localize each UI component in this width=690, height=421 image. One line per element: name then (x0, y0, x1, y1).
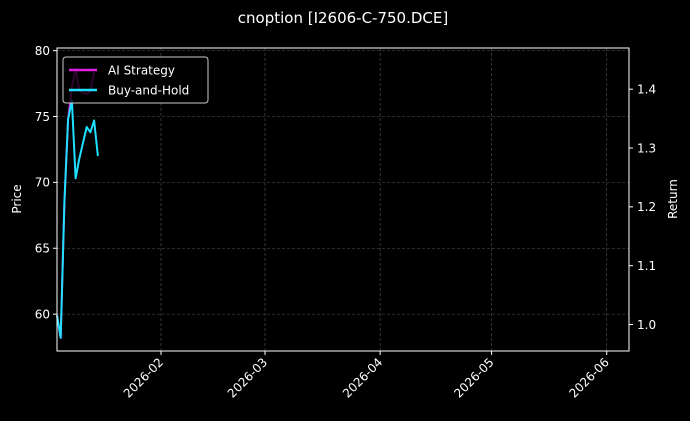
y-tick-label-left: 80 (35, 44, 50, 58)
left-axis: 60 65 70 75 80 (35, 44, 57, 321)
y-axis-label-right: Return (666, 179, 680, 219)
y-tick-label-right: 1.4 (637, 82, 656, 96)
y-tick-label-left: 60 (35, 307, 50, 321)
legend-box (62, 56, 209, 104)
plot-frame (56, 47, 630, 352)
legend: AI Strategy Buy-and-Hold (62, 56, 209, 104)
series-line-buy-and-hold (56, 99, 99, 339)
right-axis: 1.0 1.1 1.2 1.3 1.4 (629, 82, 656, 332)
legend-label-buy-and-hold: Buy-and-Hold (108, 84, 189, 98)
y-tick-label-left: 70 (35, 176, 50, 190)
legend-label-ai-strategy: AI Strategy (108, 64, 175, 78)
y-tick-label-left: 75 (35, 110, 50, 124)
y-tick-label-right: 1.0 (637, 318, 656, 332)
y-tick-label-right: 1.3 (637, 141, 656, 155)
y-tick-label-left: 65 (35, 242, 50, 256)
y-tick-label-right: 1.2 (637, 200, 656, 214)
grid-lines (57, 48, 629, 351)
y-tick-label-right: 1.1 (637, 259, 656, 273)
chart-title: cnoption [I2606-C-750.DCE] (238, 9, 448, 27)
y-axis-label-left: Price (10, 184, 24, 213)
